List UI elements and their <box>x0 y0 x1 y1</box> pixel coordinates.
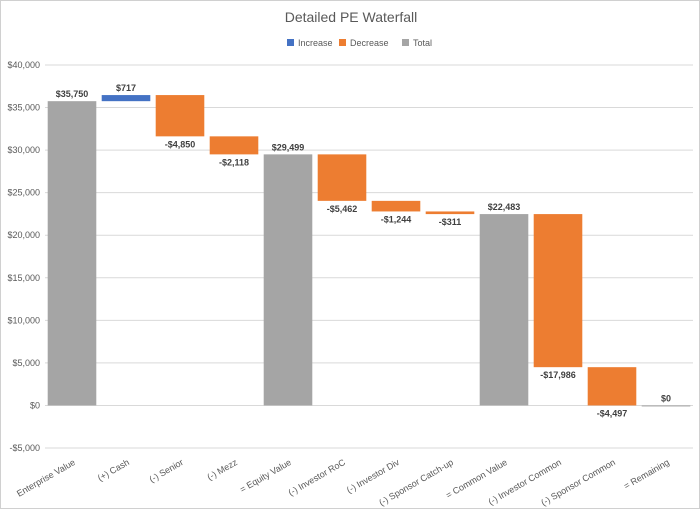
x-tick-label: = Equity Value <box>238 457 293 494</box>
x-tick-label: (-) Senior <box>148 457 185 484</box>
x-tick-label: (-) Investor RoC <box>287 457 348 498</box>
data-label: -$311 <box>439 217 462 227</box>
data-label: -$2,118 <box>219 157 249 167</box>
legend: Increase Decrease Total <box>287 38 432 48</box>
data-label: -$4,497 <box>597 408 628 418</box>
data-label: -$1,244 <box>381 214 412 224</box>
y-tick-label: $40,000 <box>7 60 40 70</box>
data-label: $717 <box>116 83 136 93</box>
legend-swatch-total <box>402 39 409 46</box>
bar-total <box>263 154 313 406</box>
bar-decrease <box>425 211 475 215</box>
y-axis: -$5,000 $0 $5,000 $10,000 $15,000 $20,000 $25,… <box>7 60 40 453</box>
bar-increase <box>101 95 151 102</box>
bar-decrease <box>587 367 637 406</box>
data-label: -$17,986 <box>540 370 576 380</box>
data-label: $0 <box>661 393 671 403</box>
y-tick-label: $10,000 <box>7 315 40 325</box>
legend-label-total: Total <box>413 38 432 48</box>
y-tick-label: $30,000 <box>7 145 40 155</box>
x-tick-label: (-) Mezz <box>205 457 239 482</box>
data-label: $22,483 <box>488 202 521 212</box>
y-tick-label: $15,000 <box>7 273 40 283</box>
data-label: $29,499 <box>272 142 305 152</box>
bar-decrease <box>371 200 421 212</box>
gridlines <box>45 64 693 449</box>
data-labels: $35,750 $717 -$4,850 -$2,118 $29,499 -$5,462 -… <box>56 83 671 418</box>
bar-decrease <box>209 136 259 155</box>
y-tick-label: $0 <box>30 400 40 410</box>
legend-label-increase: Increase <box>298 38 333 48</box>
bar-decrease <box>533 214 583 368</box>
x-tick-label: (+) Cash <box>96 457 131 483</box>
y-tick-label: -$5,000 <box>9 443 40 453</box>
bar-total <box>479 214 529 406</box>
bar-total <box>47 101 97 406</box>
legend-label-decrease: Decrease <box>350 38 389 48</box>
bar-total <box>641 405 691 407</box>
legend-swatch-increase <box>287 39 294 46</box>
bars <box>47 95 691 407</box>
bar-decrease <box>155 95 205 137</box>
y-tick-label: $20,000 <box>7 230 40 240</box>
legend-swatch-decrease <box>339 39 346 46</box>
y-tick-label: $5,000 <box>12 358 40 368</box>
data-label: -$5,462 <box>327 204 358 214</box>
bar-decrease <box>317 154 367 201</box>
y-tick-label: $35,000 <box>7 103 40 113</box>
x-tick-label: = Remaining <box>622 457 671 491</box>
x-tick-label: Enterprise Value <box>15 457 77 499</box>
chart-title: Detailed PE Waterfall <box>285 9 418 25</box>
y-tick-label: $25,000 <box>7 188 40 198</box>
data-label: -$4,850 <box>165 139 196 149</box>
data-label: $35,750 <box>56 89 89 99</box>
x-axis: Enterprise Value (+) Cash (-) Senior (-) Me… <box>15 457 671 508</box>
